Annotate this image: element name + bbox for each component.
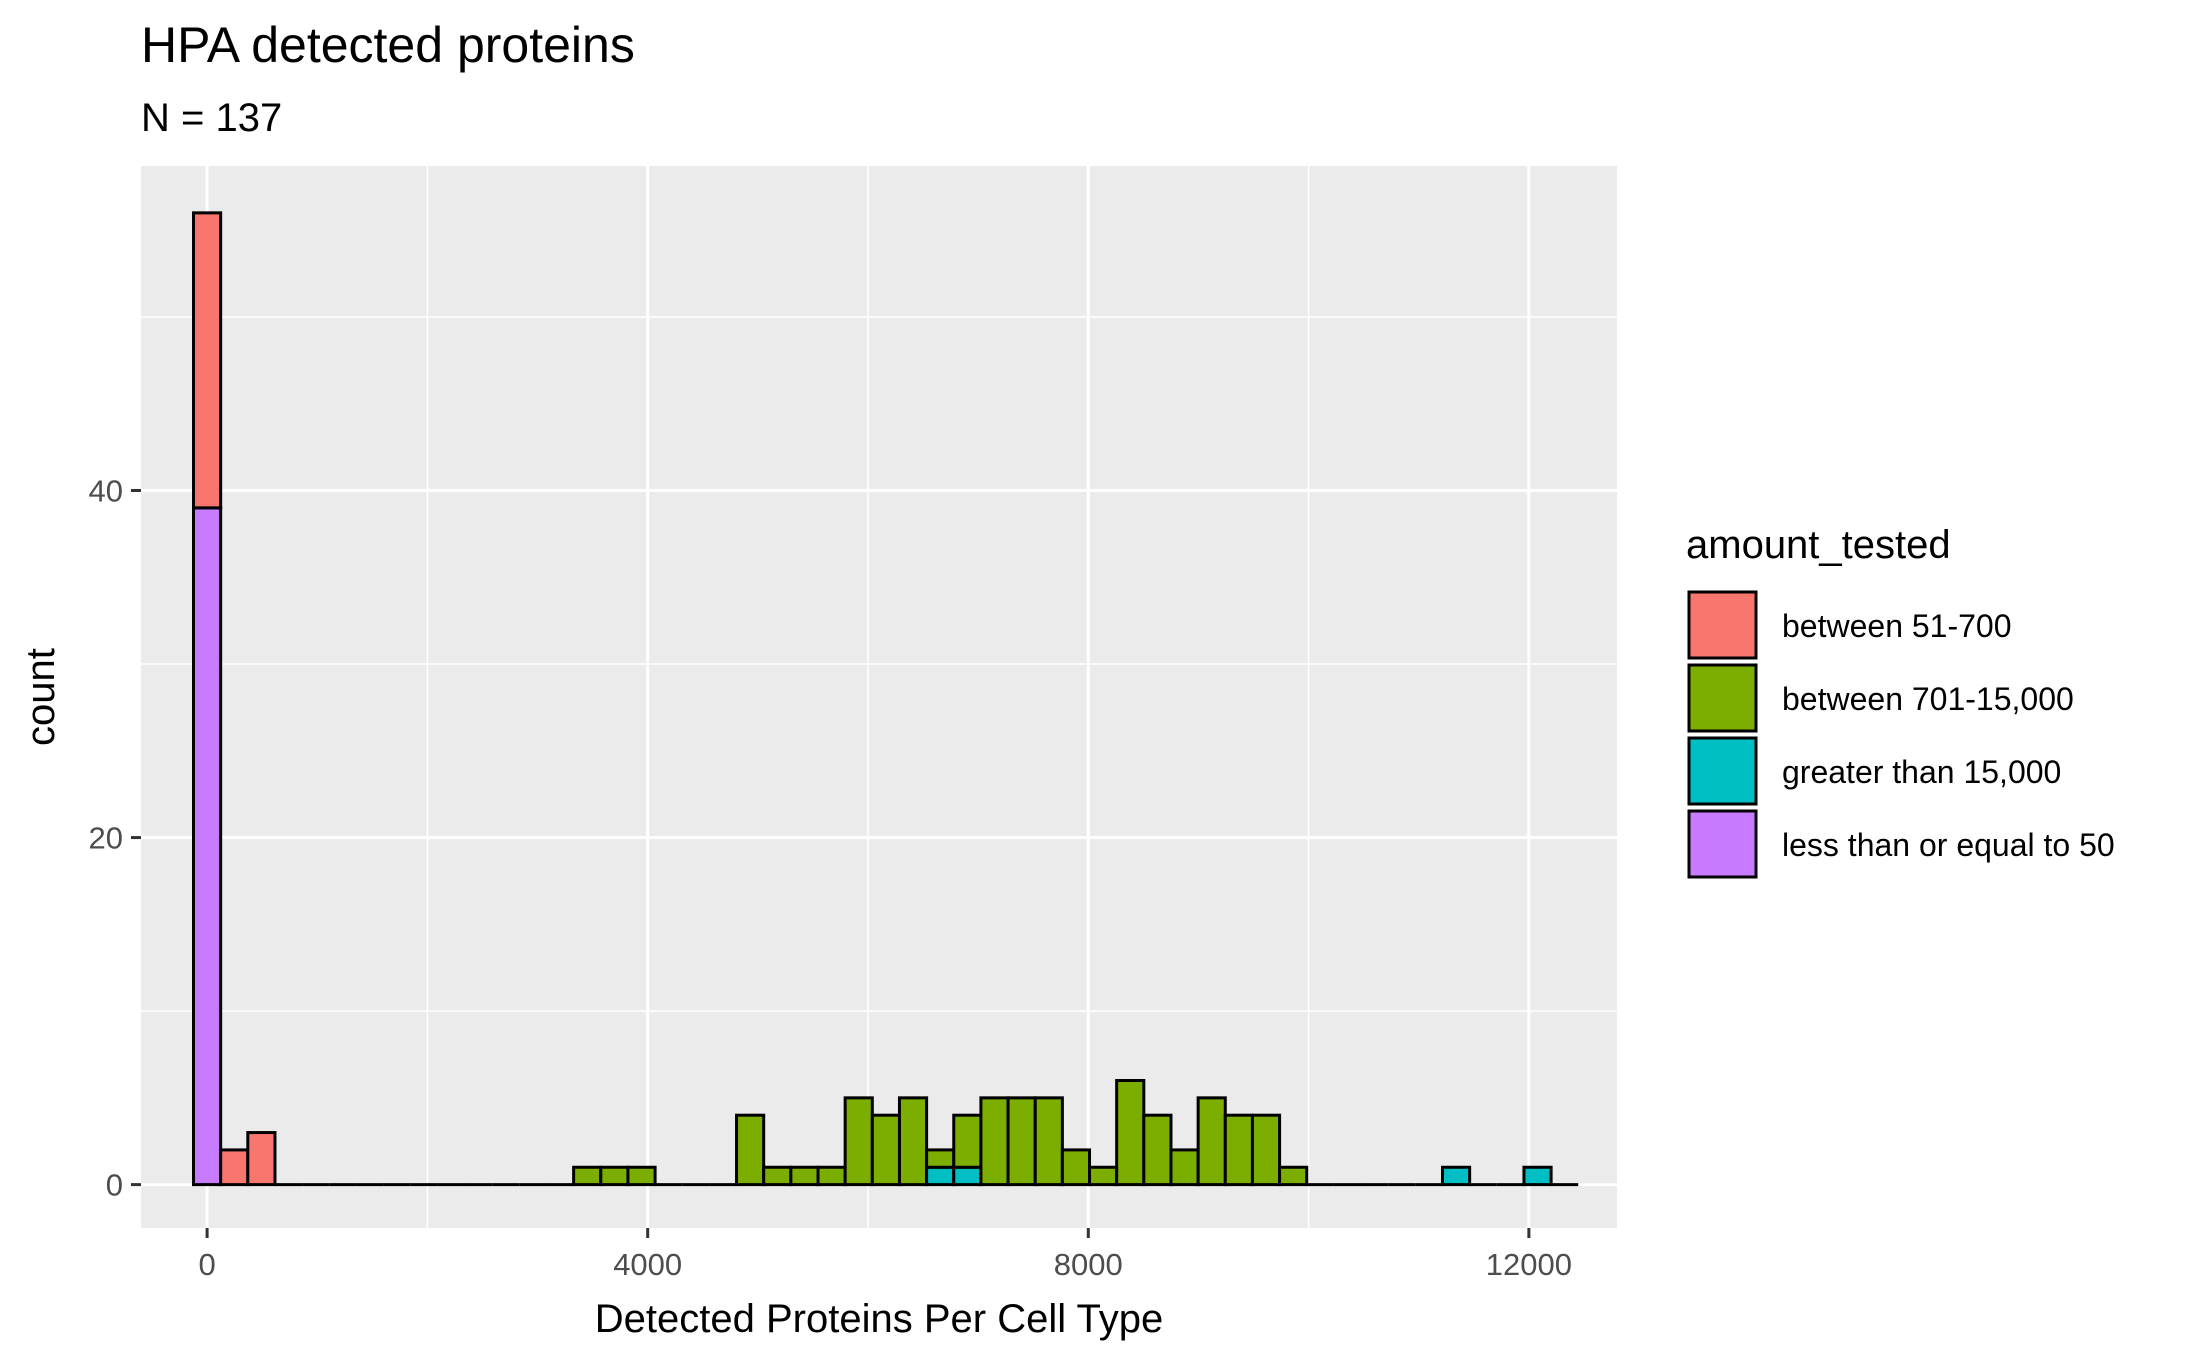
chart-subtitle: N = 137 (141, 96, 282, 140)
histogram-bar (1223, 1113, 1254, 1187)
legend: amount_tested between 51-700 between 701-… (1686, 523, 2115, 879)
legend-label: less than or equal to 50 (1782, 827, 2115, 863)
histogram-bar (1522, 1165, 1553, 1187)
x-axis-title: Detected Proteins Per Cell Type (595, 1297, 1163, 1341)
histogram-bar (1250, 1113, 1282, 1187)
legend-swatch (1687, 736, 1758, 806)
histogram-bar (1006, 1096, 1037, 1187)
legend-label: between 51-700 (1782, 608, 2012, 644)
histogram-bar (192, 506, 223, 1187)
histogram-bar (192, 211, 223, 510)
legend-title: amount_tested (1686, 523, 1951, 567)
histogram-bar (843, 1096, 874, 1187)
histogram-bar (897, 1096, 929, 1187)
histogram-bar (1060, 1148, 1092, 1187)
legend-swatch (1687, 809, 1758, 879)
histogram-bar (572, 1165, 603, 1187)
x-tick-label: 4000 (613, 1247, 682, 1282)
histogram-bar (1033, 1096, 1064, 1187)
histogram-bar (246, 1131, 277, 1187)
histogram-bar (1115, 1079, 1146, 1187)
axis-ticks: 0 4000 8000 12000 0 20 40 (89, 474, 1572, 1283)
histogram-bar (870, 1113, 901, 1187)
histogram-bar (762, 1165, 793, 1187)
x-tick-label: 0 (198, 1247, 215, 1282)
histogram-bar (952, 1165, 983, 1187)
histogram-bar (1440, 1165, 1472, 1187)
legend-swatch (1687, 590, 1758, 660)
histogram-bar (979, 1096, 1010, 1187)
histogram-bar (925, 1148, 956, 1169)
histogram-bar (735, 1113, 766, 1187)
histogram-bar (925, 1165, 956, 1187)
x-tick-label: 8000 (1054, 1247, 1123, 1282)
y-tick-label: 40 (89, 474, 123, 509)
y-axis-title: count (19, 648, 63, 746)
histogram-bar (952, 1113, 983, 1169)
chart-title: HPA detected proteins (141, 17, 635, 73)
histogram-bar (219, 1148, 250, 1187)
histogram-bar (1278, 1165, 1309, 1187)
legend-swatch (1687, 663, 1758, 733)
histogram-bar (599, 1165, 630, 1187)
x-tick-label: 12000 (1486, 1247, 1572, 1282)
histogram-bar (1196, 1096, 1227, 1187)
histogram-bar (1088, 1165, 1119, 1187)
histogram-bars (192, 211, 1579, 1187)
y-tick-label: 20 (89, 821, 123, 856)
histogram-bar (816, 1165, 847, 1187)
histogram-bar (1169, 1148, 1200, 1187)
histogram-bar (789, 1165, 820, 1187)
histogram-bar (1142, 1113, 1173, 1187)
plot-panel (141, 166, 1617, 1228)
legend-label: between 701-15,000 (1782, 681, 2074, 717)
legend-label: greater than 15,000 (1782, 754, 2061, 790)
histogram-bar (626, 1165, 657, 1187)
y-tick-label: 0 (106, 1168, 123, 1203)
